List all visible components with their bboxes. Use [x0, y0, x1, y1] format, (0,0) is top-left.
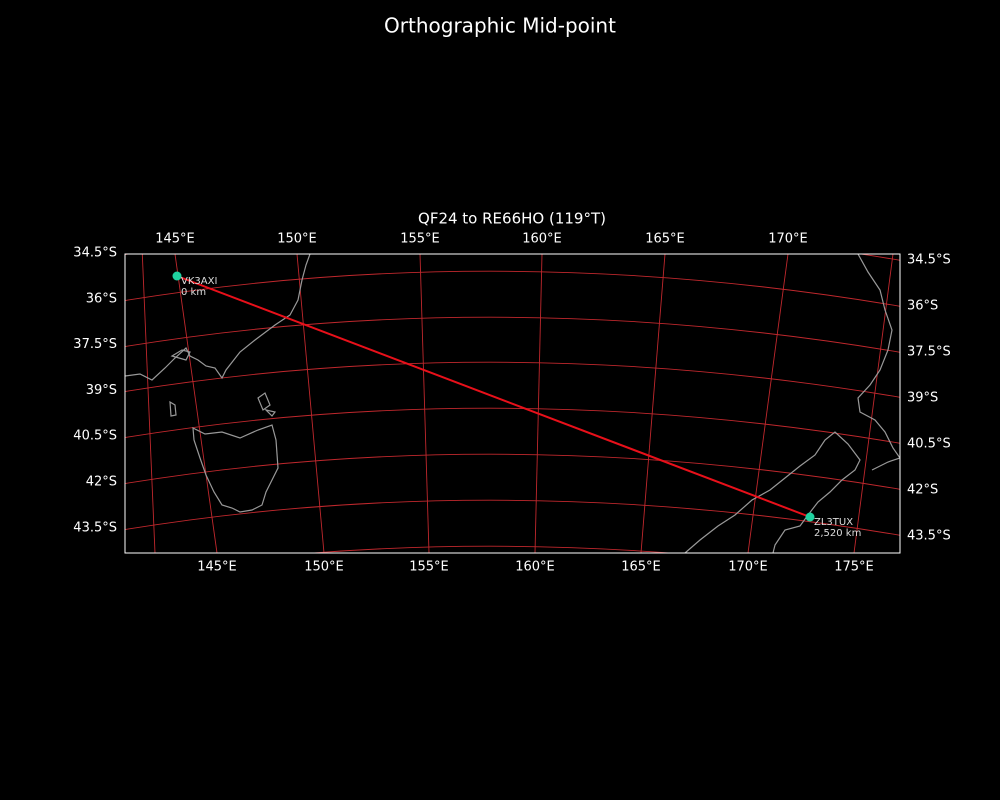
bottom-tick-label: 155°E	[409, 560, 449, 575]
top-tick-label: 165°E	[645, 232, 685, 247]
station-marker	[172, 271, 182, 281]
coastline	[170, 349, 191, 361]
station-marker	[805, 512, 815, 522]
bottom-tick-label: 170°E	[728, 560, 768, 575]
left-tick-label: 42°S	[86, 475, 117, 490]
right-tick-label: 36°S	[907, 299, 938, 314]
labels: 145°E 150°E 155°E 160°E 165°E 170°E 145°E 150°E…	[73, 232, 950, 575]
right-tick-label: 40.5°S	[907, 437, 951, 452]
top-tick-label: 145°E	[155, 232, 195, 247]
coastline	[169, 400, 177, 417]
bottom-tick-label: 165°E	[621, 560, 661, 575]
right-tick-label: 42°S	[907, 483, 938, 498]
coastline	[192, 424, 279, 513]
meridian	[174, 254, 218, 553]
parallel	[125, 499, 900, 536]
coastline	[857, 254, 900, 471]
parallel	[308, 545, 675, 553]
parallel	[125, 453, 900, 490]
meridian	[141, 254, 156, 553]
bottom-tick-label: 145°E	[197, 560, 237, 575]
coastline	[684, 431, 861, 553]
meridian	[640, 254, 666, 553]
left-tick-label: 40.5°S	[73, 429, 117, 444]
top-tick-label: 170°E	[768, 232, 808, 247]
coastline	[125, 254, 311, 381]
left-tick-label: 43.5°S	[73, 520, 117, 535]
bottom-tick-label: 175°E	[834, 560, 874, 575]
meridian	[747, 254, 789, 553]
map-title: QF24 to RE66HO (119°T)	[418, 210, 606, 228]
parallel	[125, 316, 900, 353]
great-circle-path	[176, 275, 811, 518]
parallel	[125, 270, 900, 307]
right-tick-label: 34.5°S	[907, 253, 951, 268]
right-tick-label: 39°S	[907, 391, 938, 406]
top-tick-label: 150°E	[277, 232, 317, 247]
figure-title: Orthographic Mid-point	[384, 14, 616, 38]
right-tick-label: 43.5°S	[907, 529, 951, 544]
station-name: ZL3TUX	[814, 517, 853, 528]
left-tick-label: 39°S	[86, 383, 117, 398]
bottom-tick-label: 150°E	[304, 560, 344, 575]
map-area	[125, 254, 900, 553]
station-distance: 2,520 km	[814, 528, 861, 539]
bottom-tick-label: 160°E	[515, 560, 555, 575]
left-tick-label: 34.5°S	[73, 246, 117, 261]
parallel	[125, 407, 900, 444]
station-name: VK3AXI	[181, 276, 217, 287]
meridian	[296, 254, 325, 553]
right-tick-label: 37.5°S	[907, 345, 951, 360]
coastline	[257, 392, 277, 417]
left-tick-label: 37.5°S	[73, 337, 117, 352]
left-tick-label: 36°S	[86, 291, 117, 306]
coastlines	[125, 254, 900, 553]
meridian	[419, 254, 430, 553]
station-distance: 0 km	[181, 287, 206, 298]
meridian	[534, 254, 543, 553]
top-tick-label: 155°E	[400, 232, 440, 247]
map-frame	[124, 253, 901, 554]
top-tick-label: 160°E	[522, 232, 562, 247]
